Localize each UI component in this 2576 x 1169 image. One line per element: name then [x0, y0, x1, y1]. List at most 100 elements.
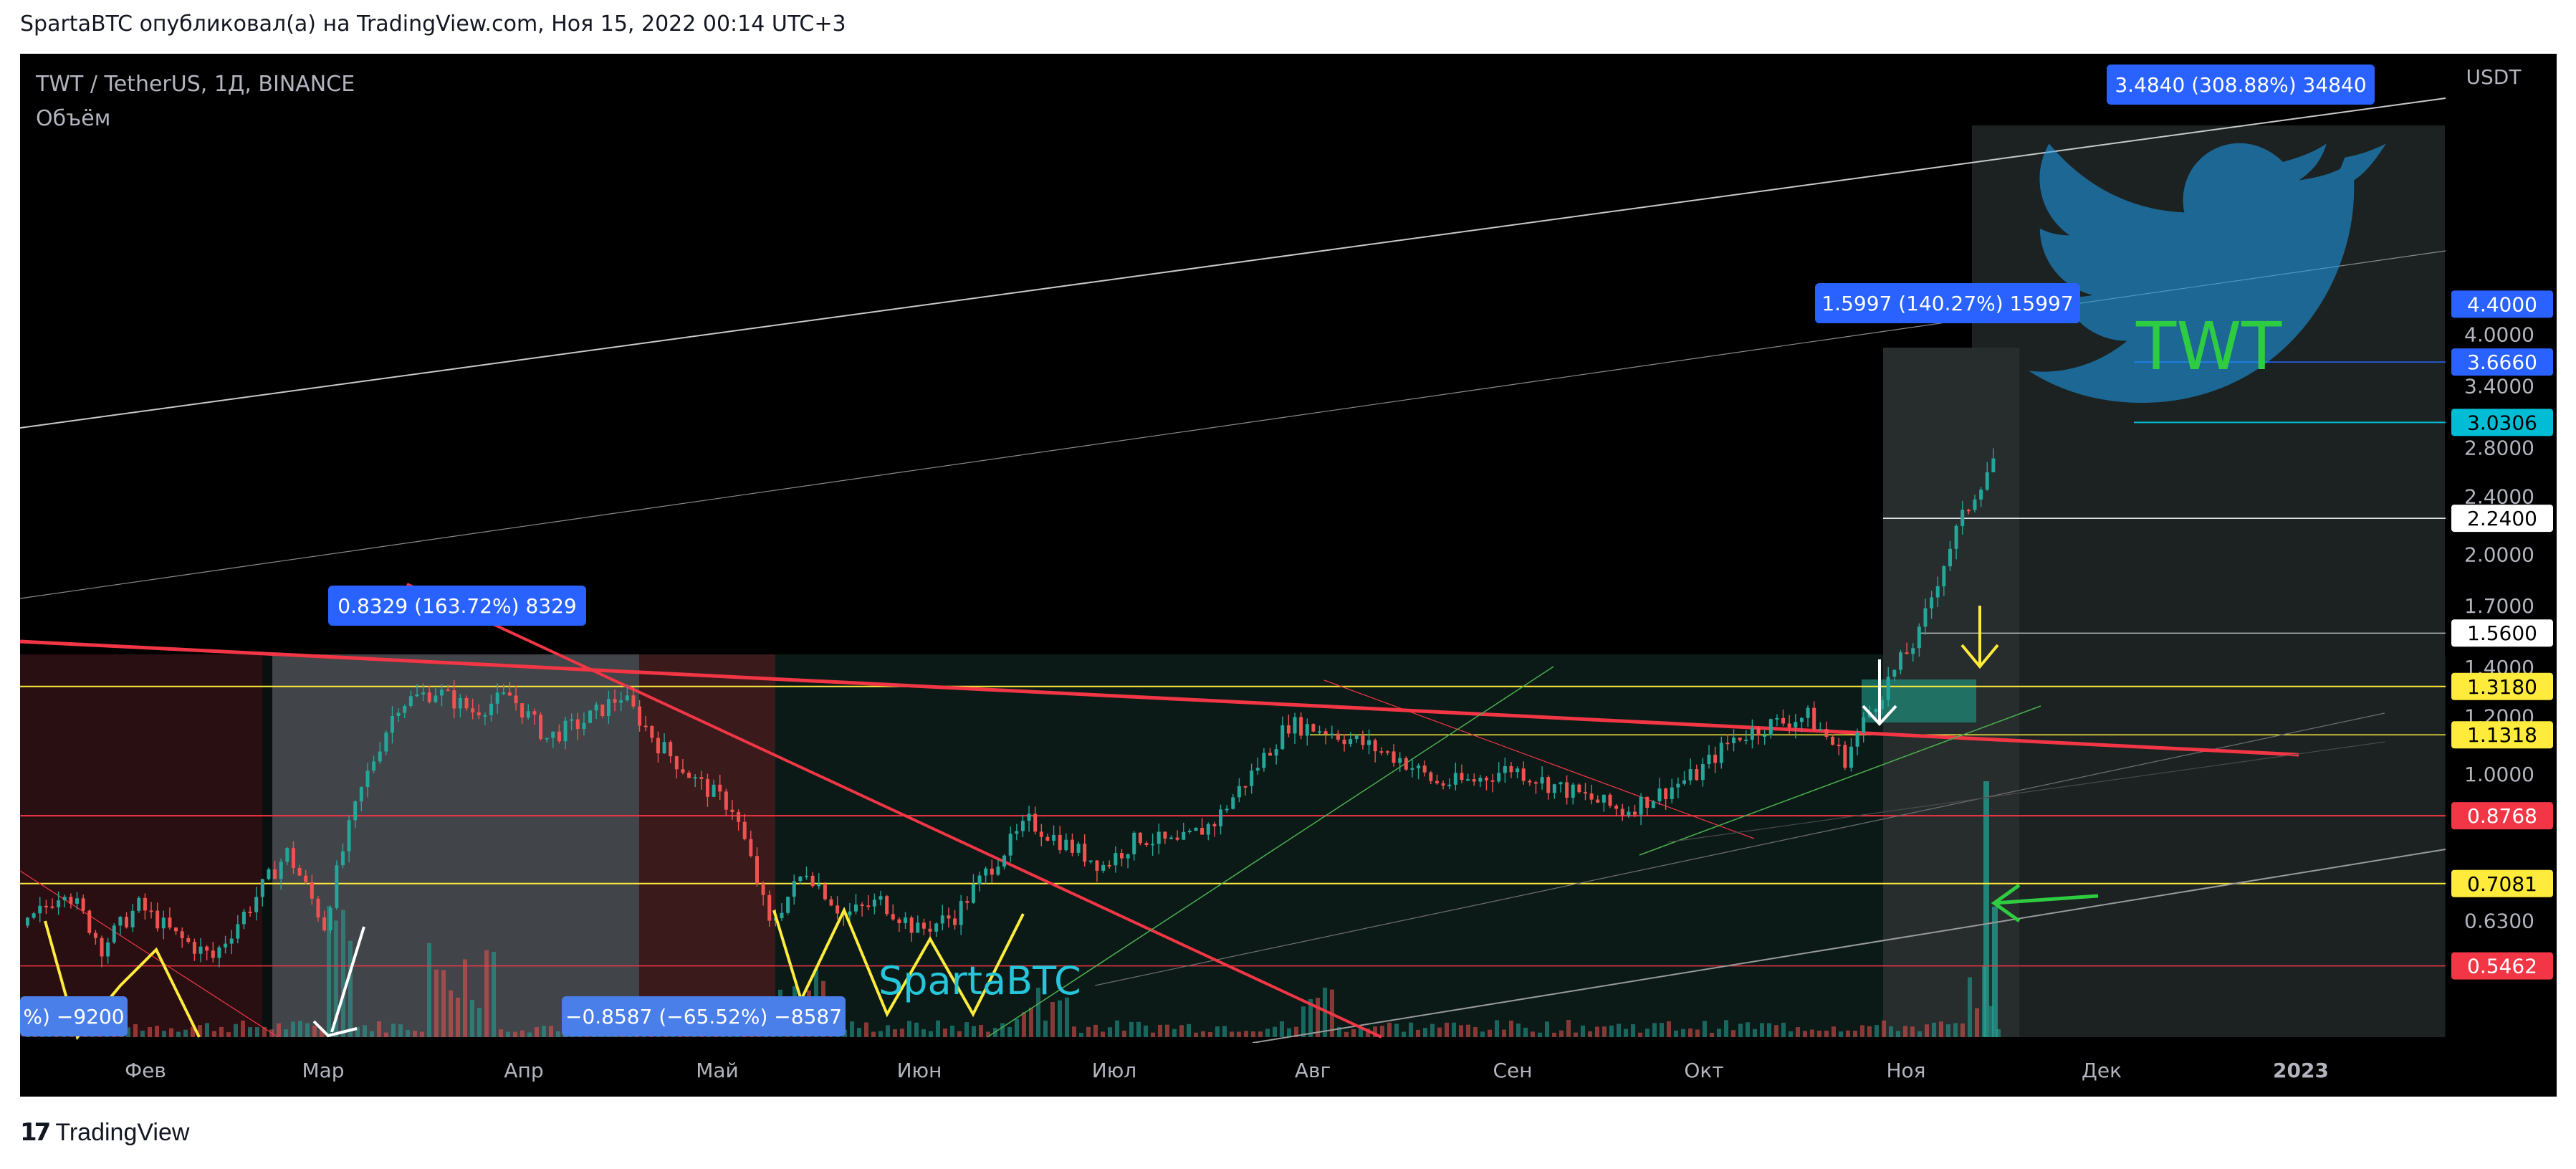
candle: [953, 910, 957, 930]
candle: [1794, 713, 1798, 739]
volume-bar: [1165, 1024, 1169, 1037]
candle: [755, 847, 759, 887]
volume-bar: [1108, 1027, 1112, 1037]
volume-bar: [1846, 1030, 1850, 1037]
price-tag[interactable]: 1.5600: [2451, 619, 2553, 647]
volume-bar: [1007, 1026, 1012, 1037]
candle: [1126, 853, 1130, 869]
price-tag[interactable]: 1.1318: [2451, 721, 2553, 749]
candle: [798, 875, 803, 884]
candle: [1250, 763, 1254, 794]
time-axis-bg: [20, 1043, 2557, 1097]
svg-text:1.3180: 1.3180: [2467, 675, 2537, 699]
volume-bar: [1265, 1029, 1270, 1037]
time-tick-label: 2023: [2273, 1059, 2329, 1082]
volume-bar: [1810, 1029, 1814, 1037]
chart-panel[interactable]: SpartaBTC TWT USDT 4.0000 3.4000 2.8000 2.400…: [20, 54, 2557, 1097]
volume-bar: [155, 1026, 159, 1037]
measure-label: 1.5997 (140.27%) 15997: [1815, 283, 2080, 323]
chart-canvas[interactable]: SpartaBTC TWT USDT 4.0000 3.4000 2.8000 2.400…: [20, 54, 2557, 1097]
volume-bar: [1466, 1024, 1470, 1037]
candle: [693, 774, 697, 788]
candle: [118, 915, 123, 935]
price-tag[interactable]: 0.7081: [2451, 869, 2553, 897]
candle: [502, 684, 506, 695]
volume-bar: [198, 1025, 202, 1037]
price-tag[interactable]: 0.5462: [2451, 952, 2553, 980]
candle: [1342, 734, 1346, 752]
candle: [990, 859, 994, 883]
volume-bar: [878, 1031, 883, 1037]
candle: [761, 881, 765, 906]
volume-bar: [348, 940, 353, 1037]
candle: [1187, 829, 1192, 834]
candle: [1862, 712, 1866, 743]
candle: [551, 731, 555, 748]
volume-bar: [477, 1008, 482, 1037]
candle: [254, 887, 259, 921]
candle: [1336, 730, 1340, 742]
candle: [1410, 758, 1414, 778]
candle: [1583, 783, 1587, 801]
candle: [1268, 748, 1273, 756]
tradingview-logo-icon[interactable]: 17: [20, 1118, 51, 1147]
footer: 17 TradingView: [20, 1115, 189, 1150]
svg-text:3.4840 (308.88%) 34840: 3.4840 (308.88%) 34840: [2115, 73, 2366, 97]
volume-bar: [1115, 1020, 1119, 1037]
volume-bar: [1538, 1032, 1542, 1037]
volume-bar: [1437, 1027, 1442, 1037]
volume-bar: [1645, 1029, 1649, 1037]
volume-bar: [1402, 1031, 1406, 1037]
candle: [625, 684, 629, 702]
candle: [514, 685, 518, 711]
candle: [1645, 796, 1649, 816]
candle: [1781, 709, 1786, 727]
candle: [1849, 738, 1853, 772]
price-tag[interactable]: 1.3180: [2451, 672, 2553, 700]
volume-bar: [169, 1028, 173, 1037]
volume-bar: [205, 1023, 209, 1037]
volume-bar: [1717, 1029, 1721, 1037]
volume-bar: [391, 1024, 396, 1037]
candle: [1212, 821, 1217, 837]
volume-bar: [413, 1030, 417, 1037]
volume-bar: [1222, 1026, 1227, 1037]
volume-bar: [857, 1028, 861, 1037]
volume-bar: [241, 1020, 245, 1037]
volume-bar: [1903, 1026, 1907, 1037]
price-tag[interactable]: 3.0306: [2451, 409, 2553, 436]
candle: [1194, 827, 1198, 831]
volume-bar: [1824, 1030, 1829, 1037]
volume-bar: [1043, 1020, 1048, 1037]
price-tag[interactable]: 0.8768: [2451, 802, 2553, 830]
candle: [81, 894, 85, 915]
candle: [1429, 770, 1433, 784]
zone-red-left: [20, 654, 262, 1037]
price-tick-label: 1.7000: [2464, 594, 2534, 618]
price-tick-label: 1.0000: [2464, 763, 2534, 786]
candle: [1831, 734, 1835, 746]
volume-bar: [1172, 1029, 1177, 1037]
candle: [1664, 788, 1668, 811]
candle: [1398, 752, 1402, 772]
volume-bar: [449, 990, 453, 1037]
publish-header: SpartaBTC опубликовал(а) на TradingView.…: [20, 11, 846, 37]
volume-bar: [1337, 1026, 1341, 1037]
candle: [1799, 717, 1804, 733]
candle: [1608, 793, 1612, 808]
candle: [1966, 508, 1971, 515]
volume-bar: [527, 1032, 532, 1037]
footer-brand[interactable]: TradingView: [55, 1118, 190, 1146]
candle: [1719, 736, 1723, 769]
price-tag[interactable]: 2.2400: [2451, 505, 2553, 533]
candle: [304, 870, 308, 885]
price-tag[interactable]: 4.4000: [2451, 290, 2553, 318]
volume-bar: [1946, 1024, 1950, 1037]
volume-bar: [542, 1026, 546, 1037]
time-tick-label: Май: [696, 1059, 739, 1082]
time-tick-label: Авг: [1295, 1059, 1331, 1082]
price-tag[interactable]: 3.6660: [2451, 348, 2553, 376]
volume-bar: [1158, 1024, 1162, 1037]
volume-bar: [1022, 1012, 1026, 1037]
volume-bar: [535, 1027, 539, 1037]
